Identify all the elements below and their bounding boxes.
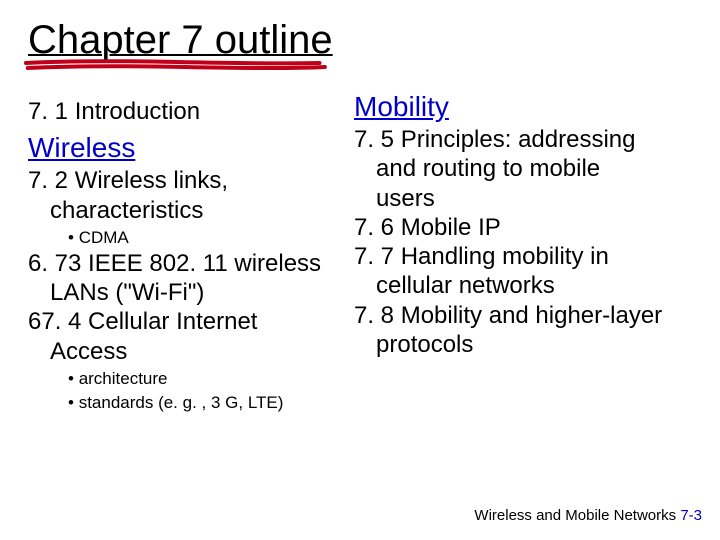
section-mobility: Mobility [354, 91, 692, 123]
page-title: Chapter 7 outline [28, 18, 333, 63]
item-7-7-line1: 7. 7 Handling mobility in [354, 242, 692, 271]
footer: Wireless and Mobile Networks 7-3 [474, 507, 702, 524]
section-wireless: Wireless [28, 132, 336, 164]
item-7-2-line1: 7. 2 Wireless links, [28, 166, 336, 195]
item-7-3-line1: 6. 73 IEEE 802. 11 wireless [28, 249, 336, 278]
item-7-1: 7. 1 Introduction [28, 97, 336, 126]
footer-page: 7-3 [680, 507, 702, 524]
item-7-5-line1: 7. 5 Principles: addressing [354, 125, 692, 154]
item-7-5-line3: users [354, 184, 692, 213]
item-7-4-line1: 67. 4 Cellular Internet [28, 307, 336, 336]
content-columns: 7. 1 Introduction Wireless 7. 2 Wireless… [28, 97, 692, 414]
item-7-3-line2: LANs ("Wi-Fi") [28, 278, 336, 307]
left-column: 7. 1 Introduction Wireless 7. 2 Wireless… [28, 97, 348, 414]
title-block: Chapter 7 outline [28, 18, 333, 63]
bullet-cdma: CDMA [28, 227, 336, 249]
item-7-8-line1: 7. 8 Mobility and higher-layer [354, 301, 692, 330]
footer-text: Wireless and Mobile Networks [474, 507, 676, 524]
item-7-5-line2: and routing to mobile [354, 154, 692, 183]
item-7-7-line2: cellular networks [354, 271, 692, 300]
bullet-standards: standards (e. g. , 3 G, LTE) [28, 392, 336, 414]
bullet-architecture: architecture [28, 368, 336, 390]
right-column: Mobility 7. 5 Principles: addressing and… [348, 97, 692, 414]
item-7-8-line2: protocols [354, 330, 692, 359]
item-7-6: 7. 6 Mobile IP [354, 213, 692, 242]
item-7-2-line2: characteristics [28, 196, 336, 225]
item-7-4-line2: Access [28, 337, 336, 366]
